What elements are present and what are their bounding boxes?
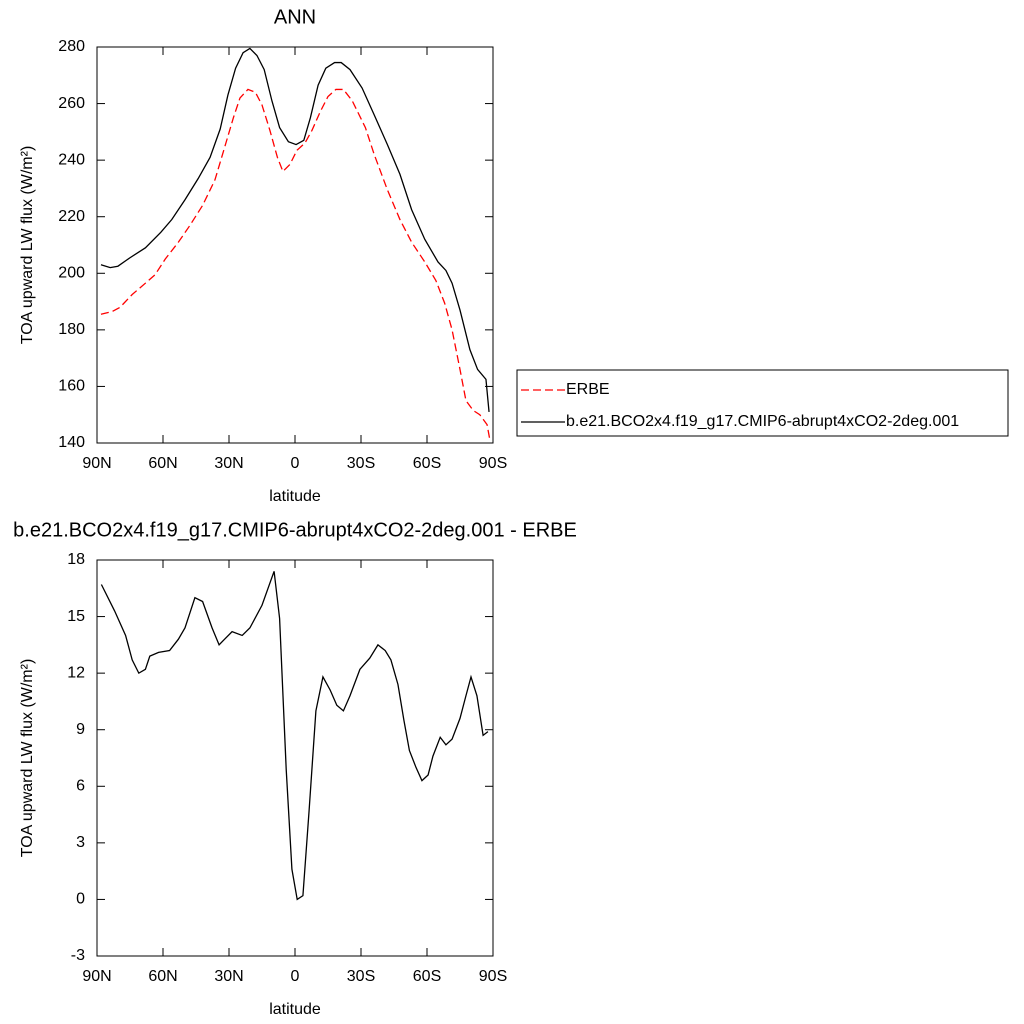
- x-tick-label: 0: [291, 968, 300, 985]
- y-tick-label: 260: [58, 95, 85, 112]
- chart-title: ANN: [274, 6, 316, 28]
- y-tick-label: 3: [76, 834, 85, 851]
- x-tick-label: 90N: [82, 455, 111, 472]
- x-tick-label: 60N: [148, 968, 177, 985]
- plot-frame: [96, 46, 494, 444]
- y-tick-label: 280: [58, 38, 85, 55]
- y-axis-label: TOA upward LW flux (W/m²): [19, 659, 36, 858]
- x-axis-label: latitude: [269, 1001, 321, 1018]
- x-tick-label: 0: [291, 455, 300, 472]
- y-tick-label: 15: [67, 608, 85, 625]
- y-tick-label: 180: [58, 321, 85, 338]
- y-tick-label: 6: [76, 778, 85, 795]
- y-tick-label: 9: [76, 721, 85, 738]
- legend-label: b.e21.BCO2x4.f19_g17.CMIP6-abrupt4xCO2-2…: [566, 413, 959, 430]
- y-tick-label: 220: [58, 208, 85, 225]
- legend-label: ERBE: [566, 381, 610, 398]
- y-tick-label: 140: [58, 434, 85, 451]
- legend-box: [516, 369, 1009, 437]
- data-line: [100, 47, 490, 412]
- y-tick-label: 12: [67, 664, 85, 681]
- y-tick-label: -3: [71, 947, 85, 964]
- x-tick-label: 90S: [479, 455, 507, 472]
- x-tick-label: 90S: [479, 968, 507, 985]
- x-tick-label: 30S: [347, 968, 375, 985]
- y-tick-label: 0: [76, 891, 85, 908]
- y-tick-label: 160: [58, 378, 85, 395]
- x-tick-label: 60S: [413, 968, 441, 985]
- x-tick-label: 30N: [214, 968, 243, 985]
- x-tick-label: 60N: [148, 455, 177, 472]
- x-tick-label: 30S: [347, 455, 375, 472]
- x-tick-label: 30N: [214, 455, 243, 472]
- y-tick-label: 240: [58, 151, 85, 168]
- y-tick-label: 18: [67, 551, 85, 568]
- y-tick-label: 200: [58, 265, 85, 282]
- y-axis-label: TOA upward LW flux (W/m²): [19, 146, 36, 345]
- x-tick-label: 90N: [82, 968, 111, 985]
- x-axis-label: latitude: [269, 488, 321, 505]
- plot-frame: [96, 559, 494, 957]
- data-line: [100, 571, 489, 901]
- data-line: [100, 88, 491, 441]
- x-tick-label: 60S: [413, 455, 441, 472]
- chart-title: b.e21.BCO2x4.f19_g17.CMIP6-abrupt4xCO2-2…: [13, 519, 577, 541]
